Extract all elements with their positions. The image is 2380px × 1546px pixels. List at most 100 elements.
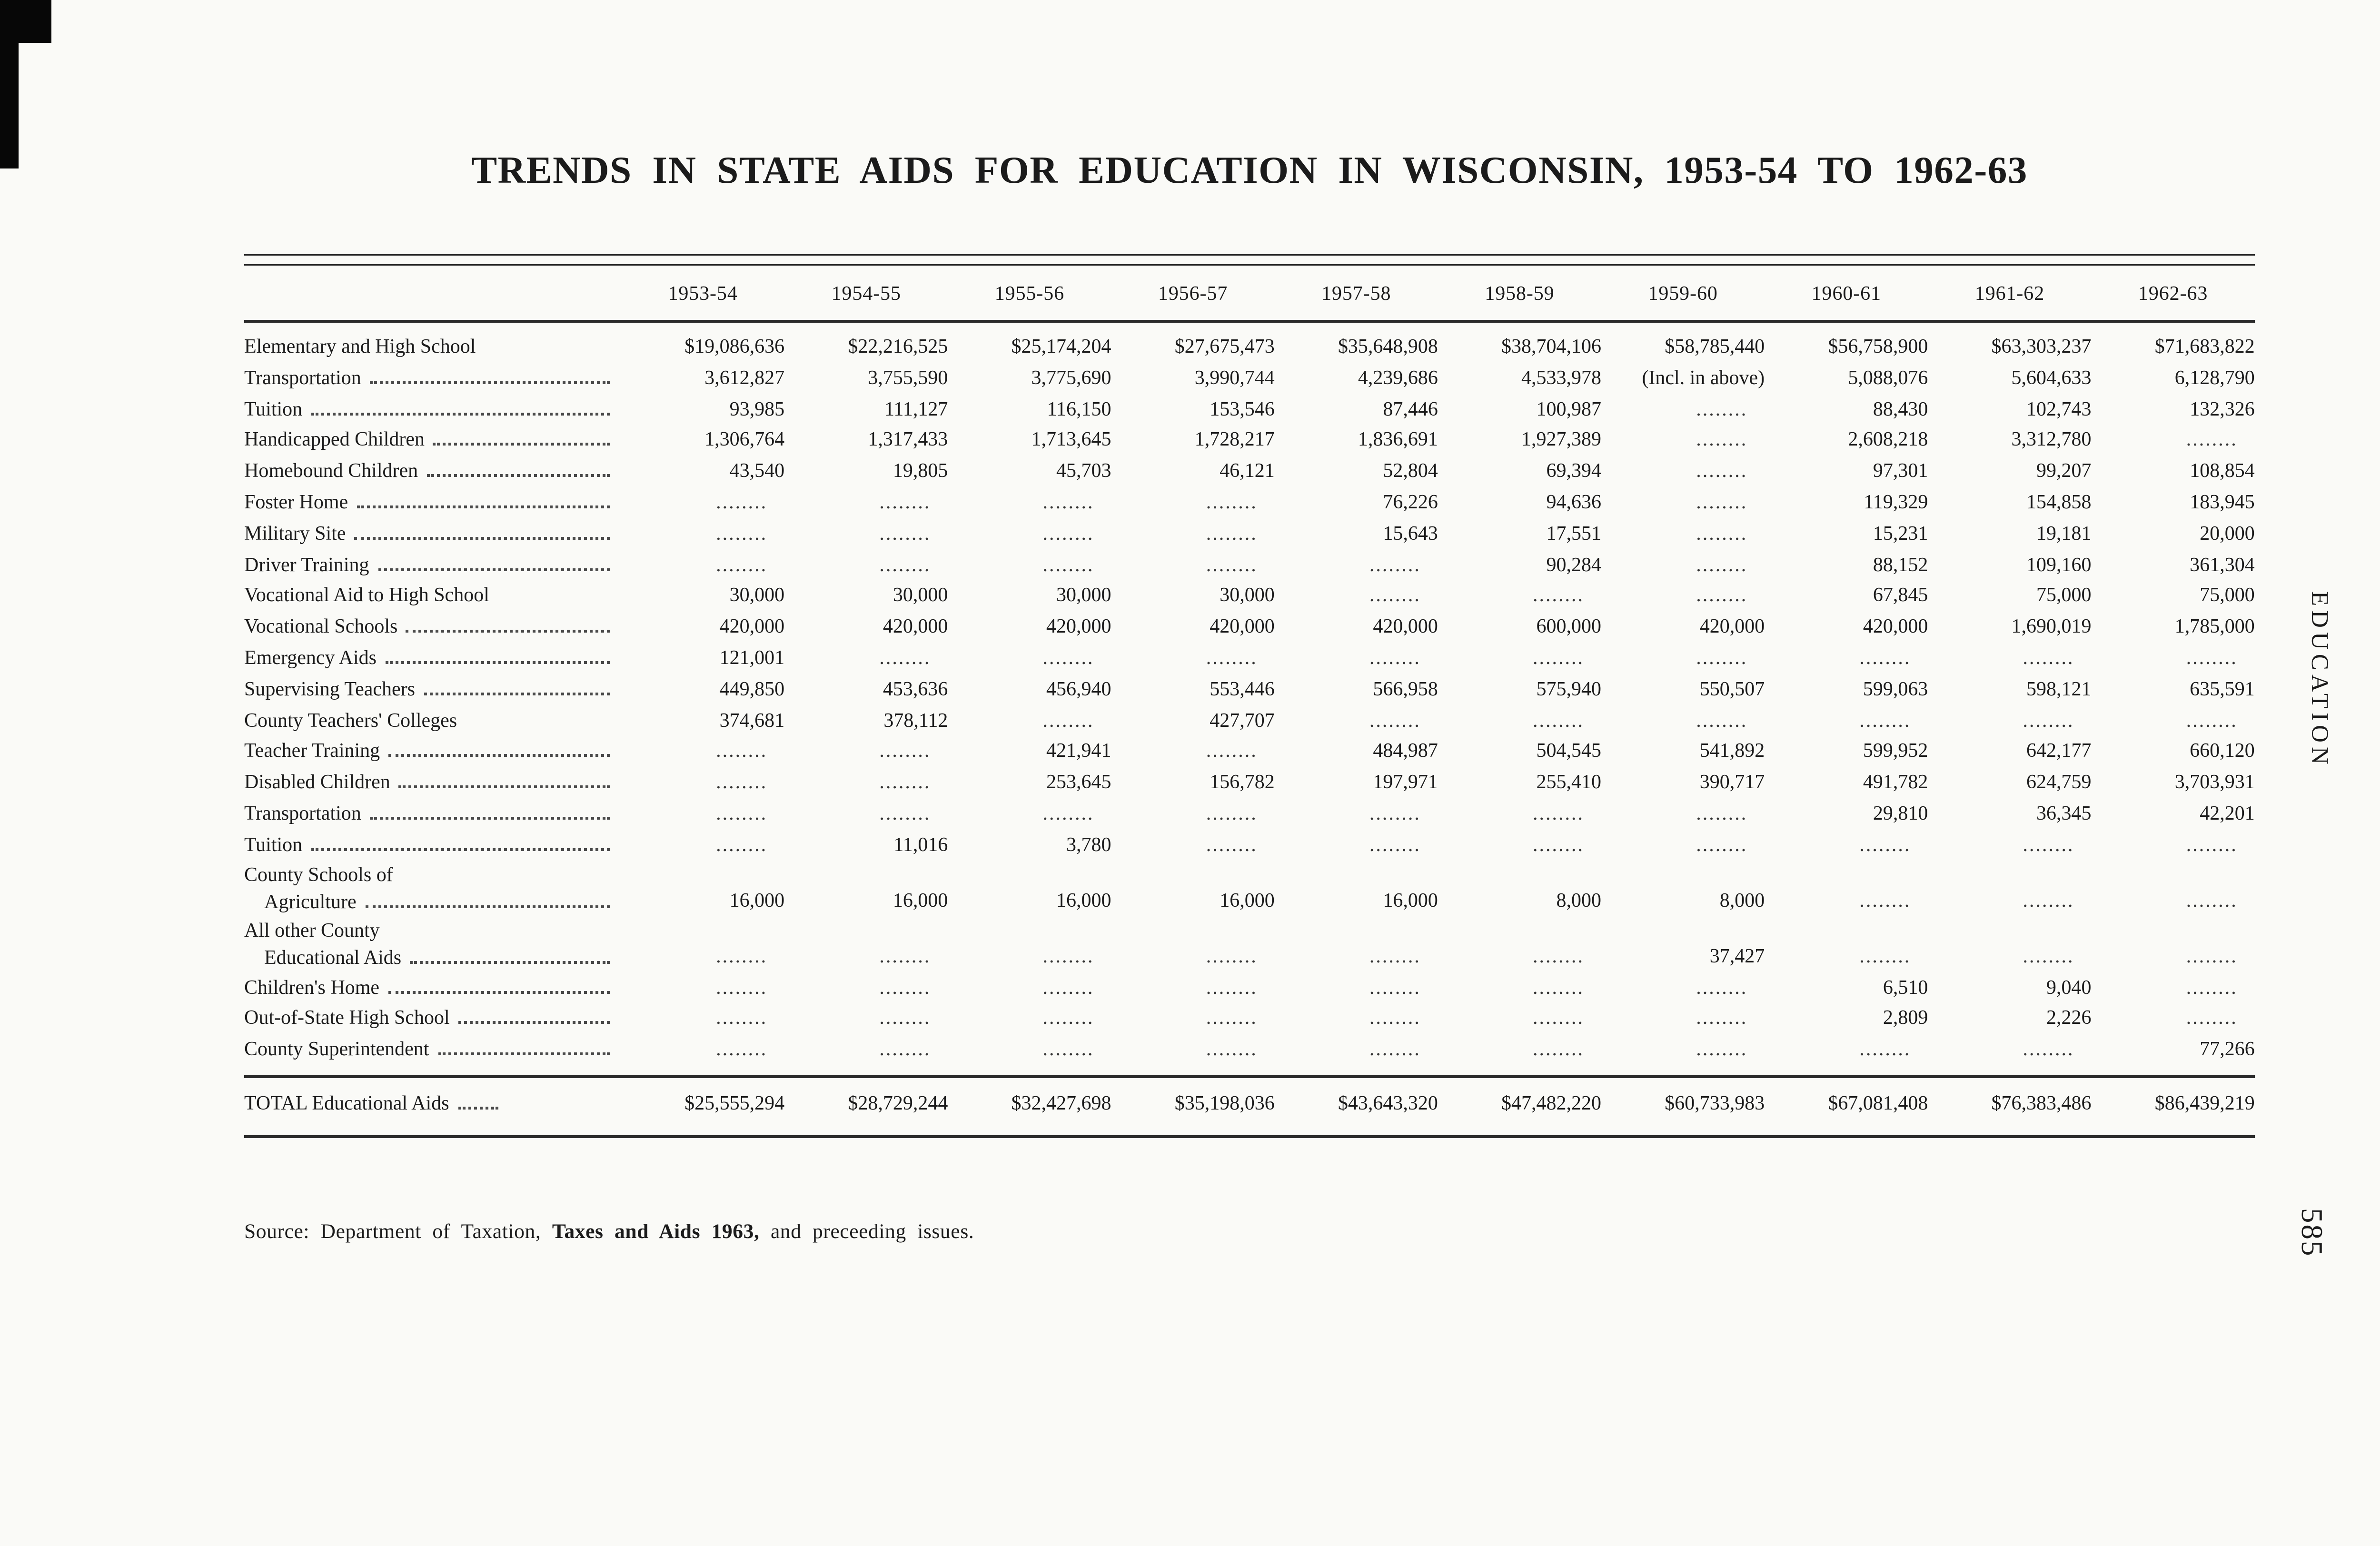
value-cell: 378,112 xyxy=(883,710,948,732)
table-row: Out-of-State High School................… xyxy=(244,1004,2255,1035)
value-cell: 1,785,000 xyxy=(2174,617,2255,639)
value-cell: 183,945 xyxy=(2190,492,2255,514)
value-cell: 624,759 xyxy=(2026,773,2092,794)
value-cell: 504,545 xyxy=(1536,742,1602,763)
dot-leader xyxy=(311,848,610,851)
margin-label-education: EDUCATION xyxy=(2306,591,2333,769)
row-label: Out-of-State High School xyxy=(244,1004,621,1035)
table-row: Emergency Aids 121,001...................… xyxy=(244,644,2255,675)
value-cell: ........ xyxy=(1206,803,1258,825)
page-number: 585 xyxy=(2295,1208,2329,1258)
value-cell: ........ xyxy=(716,492,768,514)
row-label: Foster Home xyxy=(244,488,621,519)
value-cell: 3,775,690 xyxy=(1031,368,1111,390)
value-cell: ........ xyxy=(1042,648,1094,670)
header-rule xyxy=(244,320,2255,323)
value-cell: 2,226 xyxy=(2046,1009,2092,1031)
value-cell: ........ xyxy=(1696,835,1748,857)
value-cell: 69,394 xyxy=(1546,461,1602,483)
value-cell: 456,940 xyxy=(1046,679,1111,701)
value-cell: 88,430 xyxy=(1873,399,1928,421)
value-cell: $71,683,822 xyxy=(2154,337,2255,358)
dot-leader xyxy=(426,474,610,477)
value-cell: 52,804 xyxy=(1383,461,1438,483)
value-cell: ........ xyxy=(716,946,768,968)
column-header: 1961-62 xyxy=(1974,284,2045,306)
column-header: 1955-56 xyxy=(994,284,1065,306)
row-label: Vocational Aid to High School xyxy=(244,586,489,608)
total-label: TOTAL Educational Aids xyxy=(244,1093,449,1115)
value-cell: 132,326 xyxy=(2190,399,2255,421)
dot-leader xyxy=(458,1021,610,1025)
value-cell: 16,000 xyxy=(1383,891,1438,912)
value-cell: 255,410 xyxy=(1536,773,1602,794)
page-title: TRENDS IN STATE AIDS FOR EDUCATION IN WI… xyxy=(471,149,2028,191)
value-cell: ........ xyxy=(1042,524,1094,545)
value-cell: 154,858 xyxy=(2026,492,2092,514)
table-top-rule xyxy=(244,254,2255,266)
source-prefix: Source: Department of Taxation, xyxy=(244,1221,552,1244)
value-cell: 2,608,218 xyxy=(1848,430,1928,452)
value-cell: ........ xyxy=(1696,977,1748,999)
value-cell: 4,533,978 xyxy=(1521,368,1602,390)
value-cell: ........ xyxy=(1533,977,1585,999)
value-cell: 1,713,645 xyxy=(1031,430,1111,452)
value-cell: 3,755,590 xyxy=(868,368,948,390)
value-cell: 67,845 xyxy=(1873,586,1928,608)
value-cell: ........ xyxy=(1206,492,1258,514)
value-cell: 4,239,686 xyxy=(1358,368,1438,390)
value-cell: 30,000 xyxy=(892,586,948,608)
value-cell: ........ xyxy=(1533,710,1585,732)
value-cell: ........ xyxy=(1696,648,1748,670)
row-label: County Teachers' Colleges xyxy=(244,710,457,732)
value-cell: 76,226 xyxy=(1383,492,1438,514)
table-row: Vocational Aid to High School 30,000 30,00… xyxy=(244,582,2255,613)
table-bottom-rule xyxy=(244,1135,2255,1138)
value-cell: ........ xyxy=(1696,1040,1748,1061)
value-cell: 1,690,019 xyxy=(2011,617,2092,639)
row-label: County Superintendent xyxy=(244,1035,621,1066)
table-row: Transportation..........................… xyxy=(244,800,2255,831)
row-label: Tuition xyxy=(244,395,621,426)
value-cell: 253,645 xyxy=(1046,773,1111,794)
value-cell: ........ xyxy=(2023,835,2074,857)
value-cell: ........ xyxy=(879,977,931,999)
column-header: 1954-55 xyxy=(831,284,901,306)
value-cell: (Incl. in above) xyxy=(1642,368,1765,390)
value-cell: 453,636 xyxy=(883,679,948,701)
value-cell: ........ xyxy=(1696,803,1748,825)
value-cell: 108,854 xyxy=(2190,461,2255,483)
row-label: Tuition xyxy=(244,831,621,862)
table-header-row: 1953-54 1954-55 1955-56 1956-57 1957-58 1958-… xyxy=(244,266,2255,320)
value-cell: 9,040 xyxy=(2046,977,2092,999)
value-cell: 16,000 xyxy=(892,891,948,912)
table-row: Transportation 3,612,827 3,755,590 3,775,69… xyxy=(244,364,2255,395)
value-cell: ........ xyxy=(2023,710,2074,732)
value-cell: ........ xyxy=(1696,461,1748,483)
value-cell: ........ xyxy=(1696,430,1748,452)
value-cell: $25,174,204 xyxy=(1011,337,1111,358)
value-cell: ........ xyxy=(1696,524,1748,545)
value-cell: ........ xyxy=(1042,803,1094,825)
value-cell: 491,782 xyxy=(1863,773,1928,794)
row-label: Transportation xyxy=(244,364,621,395)
value-cell: $35,648,908 xyxy=(1338,337,1438,358)
value-cell: 8,000 xyxy=(1556,891,1602,912)
row-label: All other County Educational Aids xyxy=(244,918,621,973)
row-label: Supervising Teachers xyxy=(244,675,621,706)
dot-leader xyxy=(457,1106,498,1110)
row-label: Children's Home xyxy=(244,973,621,1004)
value-cell: ........ xyxy=(2186,710,2238,732)
value-cell: ........ xyxy=(1369,555,1421,576)
dot-leader xyxy=(385,661,610,664)
value-cell: ........ xyxy=(1369,803,1421,825)
value-cell: 420,000 xyxy=(1046,617,1111,639)
value-cell: 36,345 xyxy=(2036,803,2092,825)
dot-leader xyxy=(365,905,610,909)
value-cell: ........ xyxy=(716,773,768,794)
value-cell: 566,958 xyxy=(1373,679,1438,701)
value-cell: ........ xyxy=(2023,891,2074,912)
value-cell: 16,000 xyxy=(1056,891,1111,912)
value-cell: 88,152 xyxy=(1873,555,1928,576)
value-cell: 16,000 xyxy=(729,891,785,912)
